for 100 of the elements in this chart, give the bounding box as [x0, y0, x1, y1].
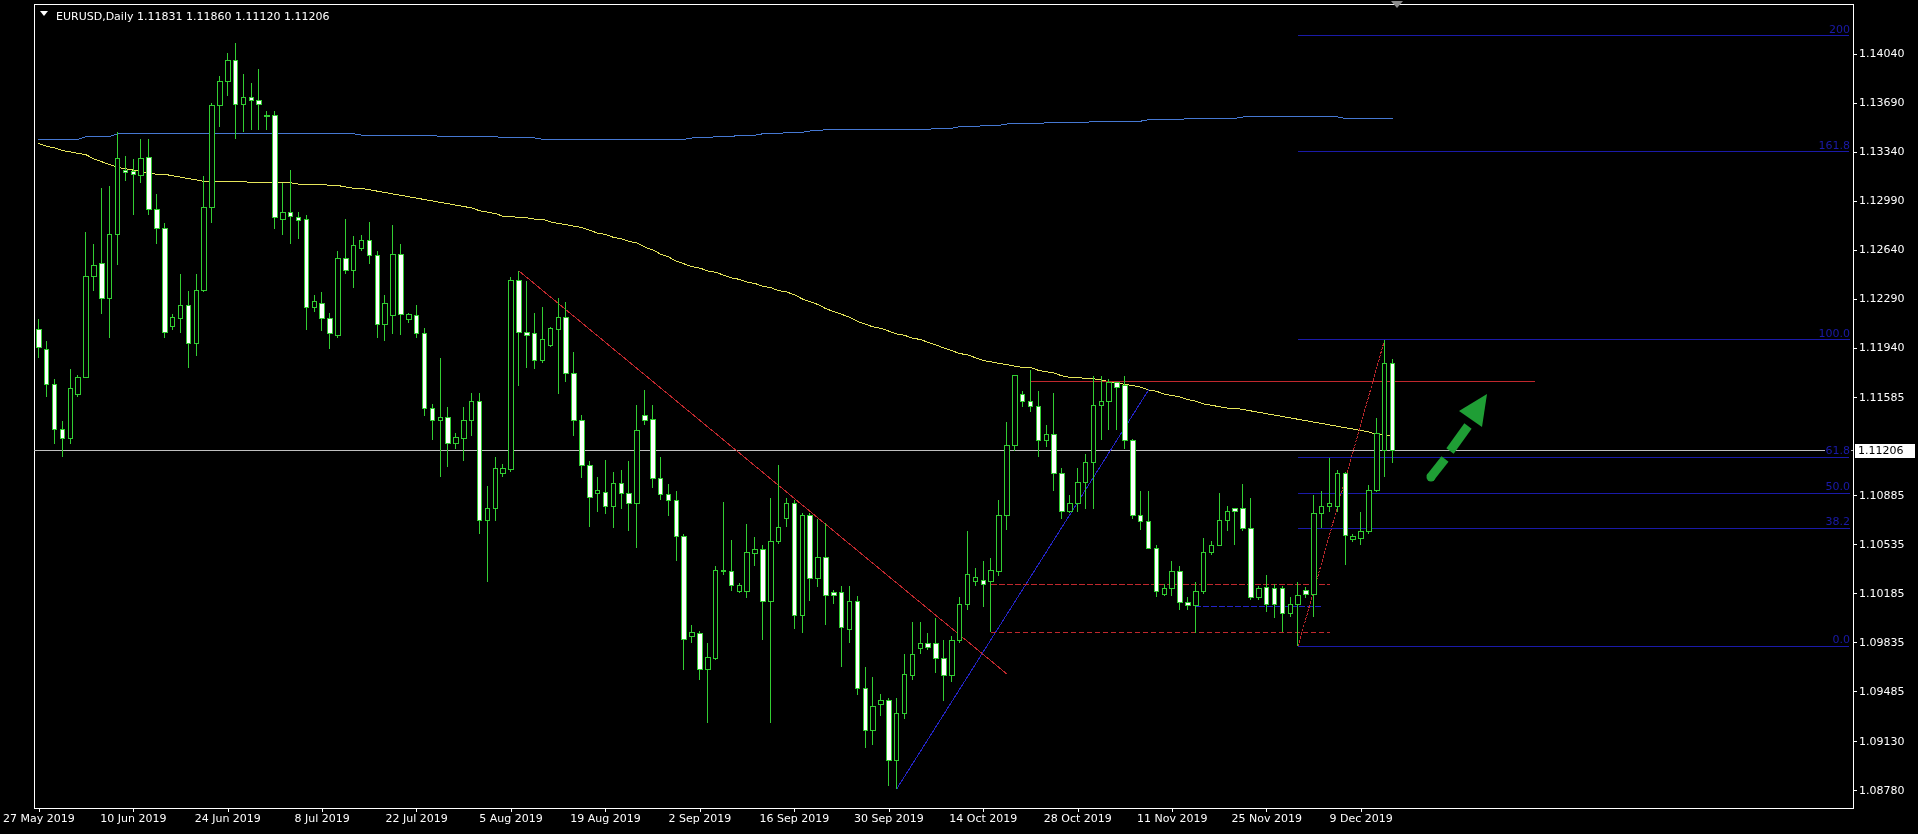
candlestick [1264, 574, 1269, 613]
y-tick-label: 1.09485 [1859, 685, 1905, 699]
candlestick [304, 214, 309, 331]
ref-line-label: 1.11206 [1858, 444, 1904, 458]
candlestick [949, 635, 955, 683]
candlestick [288, 169, 293, 245]
y-tick-label: 1.13690 [1859, 96, 1905, 110]
y-tick-label: 1.09130 [1859, 734, 1905, 748]
x-tick-label: 10 Jun 2019 [100, 812, 167, 825]
candlestick [44, 340, 49, 398]
candlestick [996, 499, 1002, 577]
candlestick [131, 158, 136, 216]
x-tick-label: 8 Jul 2019 [294, 812, 350, 825]
candlestick [1106, 378, 1112, 431]
candlestick [595, 476, 600, 513]
series-label: 38.2 [1825, 515, 1851, 529]
candlestick [256, 68, 262, 131]
candlestick [737, 582, 742, 594]
candlestick [146, 138, 152, 216]
x-tick-label: 14 Oct 2019 [949, 812, 1018, 825]
candlestick [894, 697, 899, 790]
candlestick [933, 617, 939, 674]
candlestick [650, 404, 656, 489]
x-tick-label: 28 Oct 2019 [1043, 812, 1112, 825]
candlestick [729, 539, 734, 592]
candlestick [1154, 544, 1159, 598]
candlestick [1075, 467, 1081, 513]
candlestick [138, 138, 144, 184]
x-tick-label: 27 May 2019 [2, 812, 75, 825]
candlestick [115, 131, 120, 266]
candlestick [863, 666, 868, 749]
candlestick [327, 312, 333, 350]
candlestick [642, 389, 648, 426]
candlestick [1272, 583, 1277, 619]
candlestick [941, 639, 947, 702]
x-tick-label: 9 Dec 2019 [1329, 812, 1393, 825]
series-label: 61.8 [1825, 444, 1851, 458]
candlestick [744, 523, 750, 599]
candlestick [1288, 596, 1293, 618]
x-tick-label: 24 Jun 2019 [194, 812, 261, 825]
candlestick [233, 42, 238, 140]
x-tick-label: 30 Sep 2019 [854, 812, 924, 825]
candlestick [375, 250, 380, 339]
candlestick [886, 697, 892, 787]
y-tick-label: 1.11940 [1859, 341, 1905, 355]
candlestick [1114, 381, 1120, 431]
candlestick [1044, 424, 1049, 448]
y-tick-label: 1.12990 [1859, 194, 1905, 208]
candlestick [398, 243, 404, 336]
candlestick [60, 420, 65, 458]
candlestick [1217, 492, 1222, 546]
candlestick [1382, 339, 1387, 478]
y-tick-label: 1.09835 [1859, 636, 1905, 650]
candlestick [902, 653, 907, 720]
candlestick [225, 52, 231, 97]
candlestick [988, 557, 994, 633]
candlestick [1083, 453, 1088, 510]
candlestick [689, 624, 695, 644]
candlestick [807, 512, 813, 602]
candlestick [170, 313, 175, 331]
candlestick [485, 485, 490, 583]
candlestick [697, 630, 703, 681]
candlestick [1099, 375, 1104, 441]
candlestick [831, 589, 837, 605]
candlestick [1225, 505, 1230, 532]
candlestick [1374, 417, 1380, 493]
candlestick [1004, 421, 1010, 531]
candlestick [1303, 586, 1309, 599]
candlestick [461, 406, 467, 462]
candlestick [99, 187, 105, 315]
candlestick [194, 273, 199, 357]
candlestick [162, 222, 168, 339]
candlestick [406, 312, 412, 324]
candlestick [154, 193, 160, 245]
candlestick [1209, 540, 1214, 556]
candlestick [1138, 490, 1143, 531]
candlestick [1240, 483, 1246, 532]
candlestick [721, 501, 726, 576]
candlestick [493, 456, 498, 522]
series-label: 100.0 [1818, 326, 1851, 340]
candlestick [1327, 457, 1332, 513]
candlestick [634, 404, 640, 549]
candlestick [477, 392, 482, 535]
candlestick [603, 459, 608, 515]
candlestick [382, 294, 388, 342]
candlestick [390, 224, 396, 335]
x-tick-label: 22 Jul 2019 [385, 812, 448, 825]
candlestick [792, 499, 797, 630]
candlestick [1028, 369, 1033, 413]
candlestick [681, 533, 687, 671]
candlestick [965, 530, 970, 611]
candlestick [438, 357, 443, 478]
candlestick [823, 522, 829, 626]
x-tick-label: 11 Nov 2019 [1136, 812, 1208, 825]
candlestick [540, 306, 545, 364]
candlestick [1051, 392, 1057, 492]
candlestick [571, 351, 577, 437]
candlestick [422, 327, 427, 417]
text: EURUSD,Daily 1.11831 1.11860 1.11120 1.11206 [56, 10, 330, 23]
candlestick [1350, 533, 1356, 543]
